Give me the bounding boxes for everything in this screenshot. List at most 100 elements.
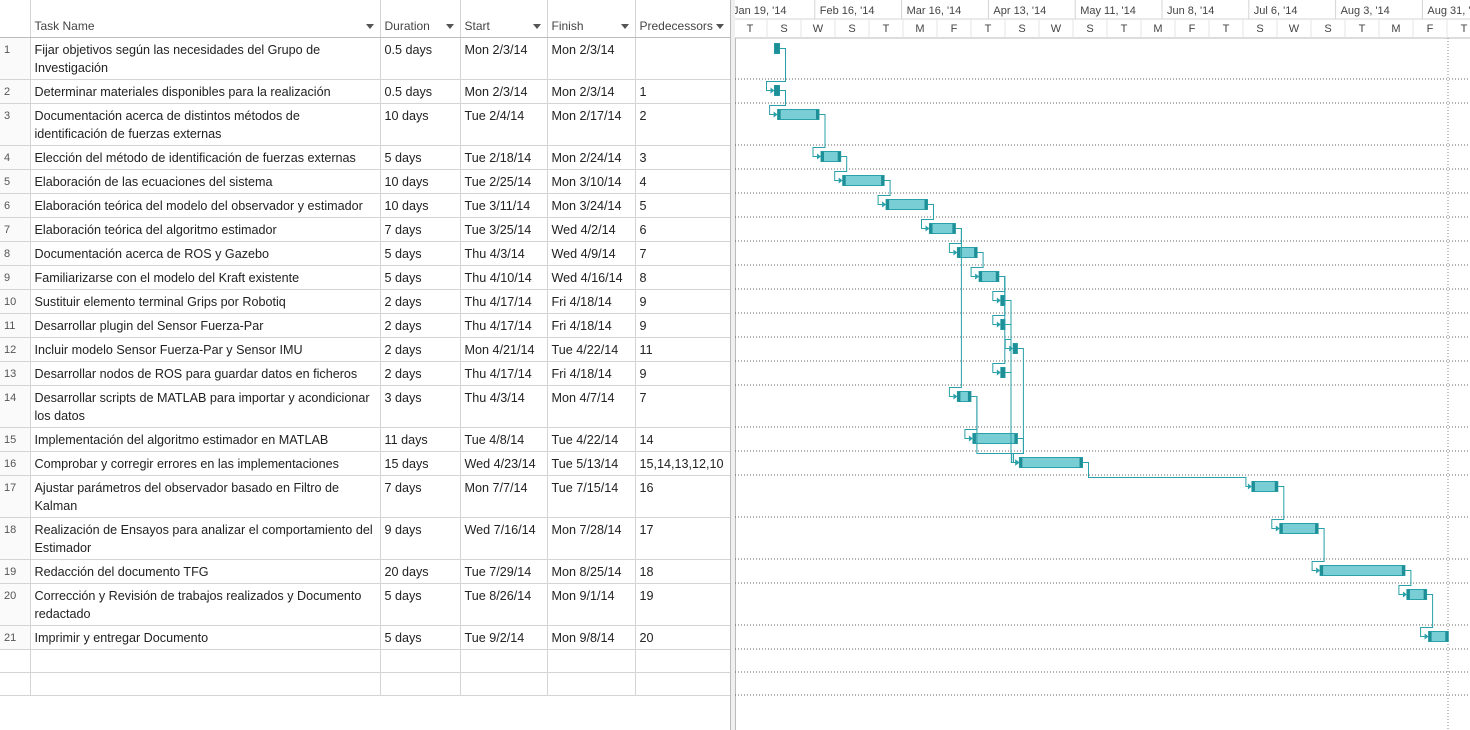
bar-cap — [979, 271, 983, 282]
column-header[interactable]: Duration — [380, 0, 461, 38]
task-bar[interactable] — [1279, 523, 1319, 534]
link-arrow — [996, 369, 1001, 376]
row-id: 15 — [0, 427, 31, 452]
major-label: Jul 6, '14 — [1254, 5, 1298, 17]
dependency-link — [1005, 300, 1016, 463]
task-bar[interactable] — [1251, 481, 1279, 492]
dependency-link — [1420, 594, 1434, 637]
cell: 1 — [635, 79, 731, 104]
minor-label: S — [780, 23, 787, 35]
minor-label: T — [747, 23, 754, 35]
column-header[interactable]: Finish — [547, 0, 636, 38]
row-id: 2 — [0, 79, 31, 104]
minor-label: S — [1086, 23, 1093, 35]
cell: 20 days — [380, 559, 461, 584]
cell: 16 — [635, 475, 731, 518]
cell: 0.5 days — [380, 37, 461, 80]
dependency-link — [1311, 528, 1325, 571]
cell: Elaboración teórica del algoritmo estima… — [30, 217, 381, 242]
cell — [30, 649, 381, 673]
minor-label: W — [813, 23, 824, 35]
bar-cap — [777, 109, 781, 120]
link-arrow — [770, 87, 775, 94]
task-bar[interactable] — [1018, 457, 1083, 468]
cell: 18 — [635, 559, 731, 584]
row-id: 17 — [0, 475, 31, 518]
bar-cap — [929, 223, 933, 234]
cell — [635, 672, 731, 696]
column-header[interactable]: Start — [460, 0, 548, 38]
row-id: 20 — [0, 583, 31, 626]
cell: 8 — [635, 265, 731, 290]
task-row: 17 Ajustar parámetros del observador basa… — [0, 475, 731, 518]
bar-cap — [842, 175, 846, 186]
row-id: 1 — [0, 37, 31, 80]
cell: 0.5 days — [380, 79, 461, 104]
minor-label: M — [1391, 23, 1400, 35]
cell: 2 days — [380, 289, 461, 314]
cell: Mon 8/25/14 — [547, 559, 636, 584]
cell: Mon 4/7/14 — [547, 385, 636, 428]
cell: Tue 4/8/14 — [460, 427, 548, 452]
cell: Incluir modelo Sensor Fuerza-Par y Senso… — [30, 337, 381, 362]
minor-label: T — [883, 23, 890, 35]
cell: Thu 4/17/14 — [460, 289, 548, 314]
cell: Tue 3/25/14 — [460, 217, 548, 242]
bar-cap — [837, 151, 841, 162]
task-bar[interactable] — [842, 175, 885, 186]
cell: Mon 7/7/14 — [460, 475, 548, 518]
task-row: 14 Desarrollar scripts de MATLAB para imp… — [0, 385, 731, 428]
link-arrow — [773, 111, 778, 118]
cell: Mon 7/28/14 — [547, 517, 636, 560]
cell: 7 — [635, 385, 731, 428]
cell: 2 days — [380, 361, 461, 386]
major-label: Jan 19, '14 — [735, 5, 786, 17]
row-id: 13 — [0, 361, 31, 386]
task-row: 12 Incluir modelo Sensor Fuerza-Par y Sen… — [0, 337, 731, 362]
task-bar[interactable] — [1319, 565, 1406, 576]
bar-cap — [1014, 433, 1018, 444]
cell — [635, 649, 731, 673]
bar-cap — [967, 391, 971, 402]
cell: Mon 2/24/14 — [547, 145, 636, 170]
bar-cap — [1315, 523, 1319, 534]
bar-cap — [816, 109, 819, 120]
cell: Wed 4/16/14 — [547, 265, 636, 290]
column-header[interactable]: Task Name — [30, 0, 381, 38]
cell: Thu 4/3/14 — [460, 241, 548, 266]
splitter[interactable] — [730, 0, 736, 730]
cell: Elaboración teórica del modelo del obser… — [30, 193, 381, 218]
cell: 11 days — [380, 427, 461, 452]
link-arrow — [1275, 525, 1280, 532]
row-id: 18 — [0, 517, 31, 560]
major-label: May 11, '14 — [1080, 5, 1136, 17]
task-bar[interactable] — [885, 199, 929, 210]
cell: 10 days — [380, 103, 461, 146]
task-bar[interactable] — [777, 109, 820, 120]
bar-cap — [776, 43, 780, 54]
row-id: 12 — [0, 337, 31, 362]
column-header[interactable]: Predecessors — [635, 0, 731, 38]
cell: Tue 2/4/14 — [460, 103, 548, 146]
task-row: 15 Implementación del algoritmo estimador… — [0, 427, 731, 452]
task-row: 1 Fijar objetivos según las necesidades d… — [0, 37, 731, 80]
dependency-link — [1010, 348, 1024, 463]
cell: 10 days — [380, 169, 461, 194]
task-row: 4 Elección del método de identificación d… — [0, 145, 731, 170]
task-bar[interactable] — [929, 223, 956, 234]
cell: 14 — [635, 427, 731, 452]
bar-cap — [1401, 565, 1405, 576]
bar-cap — [1423, 589, 1427, 600]
bar-cap — [995, 271, 999, 282]
task-row: 2 Determinar materiales disponibles para … — [0, 79, 731, 104]
cell — [460, 672, 548, 696]
cell: Thu 4/10/14 — [460, 265, 548, 290]
bar-cap — [957, 247, 961, 258]
cell: Desarrollar plugin del Sensor Fuerza-Par — [30, 313, 381, 338]
task-row: 6 Elaboración teórica del modelo del obse… — [0, 193, 731, 218]
minor-label: F — [951, 23, 958, 35]
task-row: 19 Redacción del documento TFG 20 days Tue … — [0, 559, 731, 584]
cell: Familiarizarse con el modelo del Kraft e… — [30, 265, 381, 290]
cell: Tue 3/11/14 — [460, 193, 548, 218]
link-arrow — [996, 297, 1001, 304]
